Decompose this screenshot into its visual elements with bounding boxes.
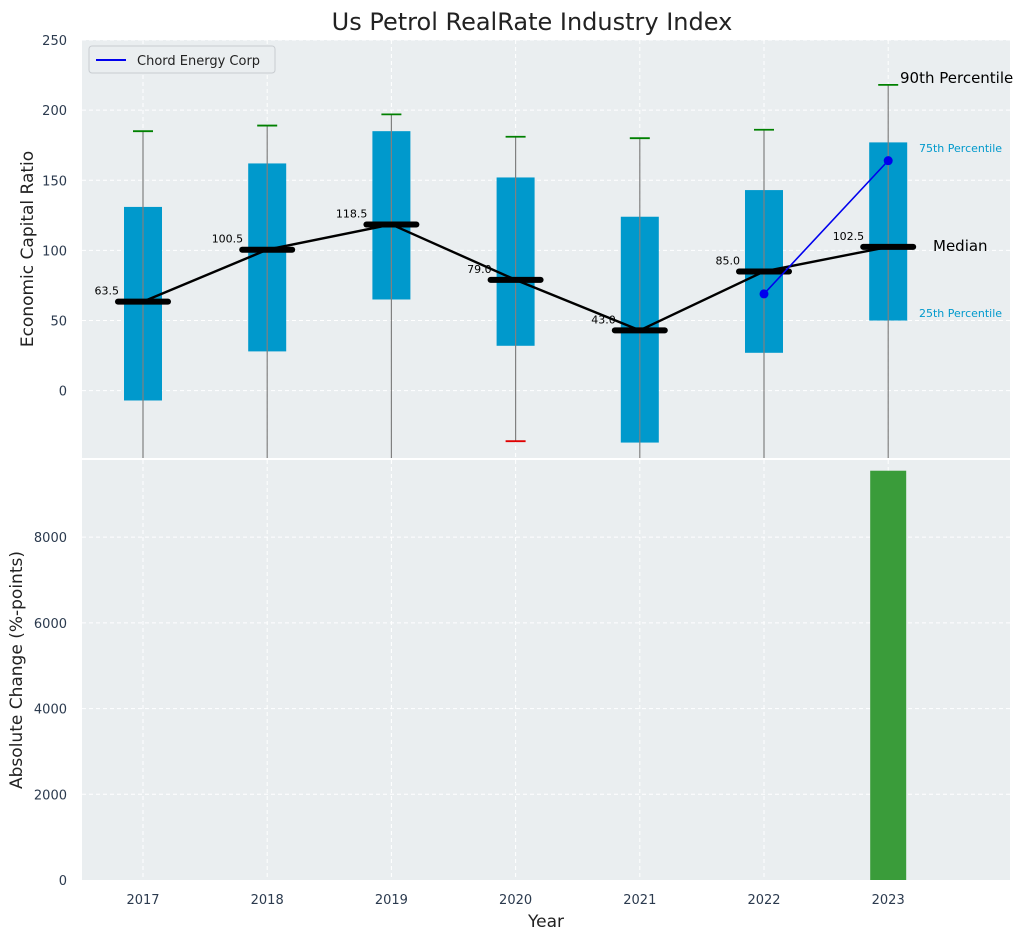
top-y-tick-label: 250	[42, 34, 67, 49]
bar-series	[870, 470, 907, 880]
x-tick-label-2023: 2023	[872, 893, 905, 908]
median-annotation: Median	[933, 237, 988, 255]
bottom-y-tick-label: 6000	[34, 617, 67, 632]
median-label-2017: 63.5	[95, 285, 120, 298]
bottom-y-tick-label: 2000	[34, 788, 67, 803]
median-label-2023: 102.5	[833, 230, 865, 243]
bottom-y-tick-label: 0	[59, 874, 67, 889]
top-y-ticks: 0 50 100 150 200 250	[42, 34, 67, 400]
legend-label-chord: Chord Energy Corp	[137, 54, 260, 69]
top-y-axis-label: Economic Capital Ratio	[18, 151, 38, 347]
top-y-tick-label: 200	[42, 104, 67, 119]
x-tick-label-2017: 2017	[126, 893, 159, 908]
x-tick-label-2019: 2019	[375, 893, 408, 908]
company-line	[763, 160, 889, 295]
p75-annotation: 75th Percentile	[919, 142, 1002, 155]
top-panel: 0 50 100 150 200 250 63.5 100.5 118.5 79.0 43.0 85…	[18, 34, 1013, 458]
legend-box	[88, 45, 276, 74]
median-trend: 63.5 100.5 118.5 79.0 43.0 85.0 102.5	[95, 207, 917, 334]
company-point-2023	[883, 156, 893, 166]
median-label-2019: 118.5	[336, 207, 368, 220]
p90-annotation: 90th Percentile	[900, 69, 1013, 87]
x-tick-label-2021: 2021	[623, 893, 656, 908]
percentile-annotations: 90th Percentile 75th Percentile Median 2…	[900, 69, 1013, 320]
x-axis-label: Year	[527, 912, 564, 932]
x-tick-label-2020: 2020	[499, 893, 532, 908]
bottom-plot-background	[82, 460, 1010, 880]
company-point-2022	[759, 289, 769, 299]
bottom-y-ticks: 0 2000 4000 6000 8000	[34, 531, 67, 889]
bar-2023	[870, 470, 907, 880]
median-label-2018: 100.5	[212, 233, 244, 246]
top-y-tick-label: 0	[59, 385, 67, 400]
legend: Chord Energy Corp	[88, 45, 276, 74]
top-y-tick-label: 50	[50, 315, 67, 330]
median-label-2021: 43.0	[591, 313, 616, 326]
x-ticks: 2017 2018 2019 2020 2021 2022 2023	[126, 893, 904, 908]
median-label-2020: 79.0	[467, 263, 492, 276]
p25-annotation: 25th Percentile	[919, 307, 1002, 320]
top-gridlines	[82, 39, 1010, 458]
company-series	[759, 156, 893, 299]
chart-title: Us Petrol RealRate Industry Index	[332, 8, 733, 36]
bottom-y-tick-label: 8000	[34, 531, 67, 546]
bottom-y-axis-label: Absolute Change (%-points)	[7, 551, 27, 789]
top-y-tick-label: 100	[42, 244, 67, 259]
bottom-y-tick-label: 4000	[34, 703, 67, 718]
x-tick-label-2018: 2018	[251, 893, 284, 908]
x-tick-label-2022: 2022	[747, 893, 780, 908]
median-label-2022: 85.0	[716, 254, 741, 267]
top-y-tick-label: 150	[42, 174, 67, 189]
